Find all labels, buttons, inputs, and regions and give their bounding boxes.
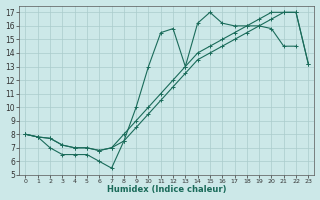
X-axis label: Humidex (Indice chaleur): Humidex (Indice chaleur) (107, 185, 227, 194)
